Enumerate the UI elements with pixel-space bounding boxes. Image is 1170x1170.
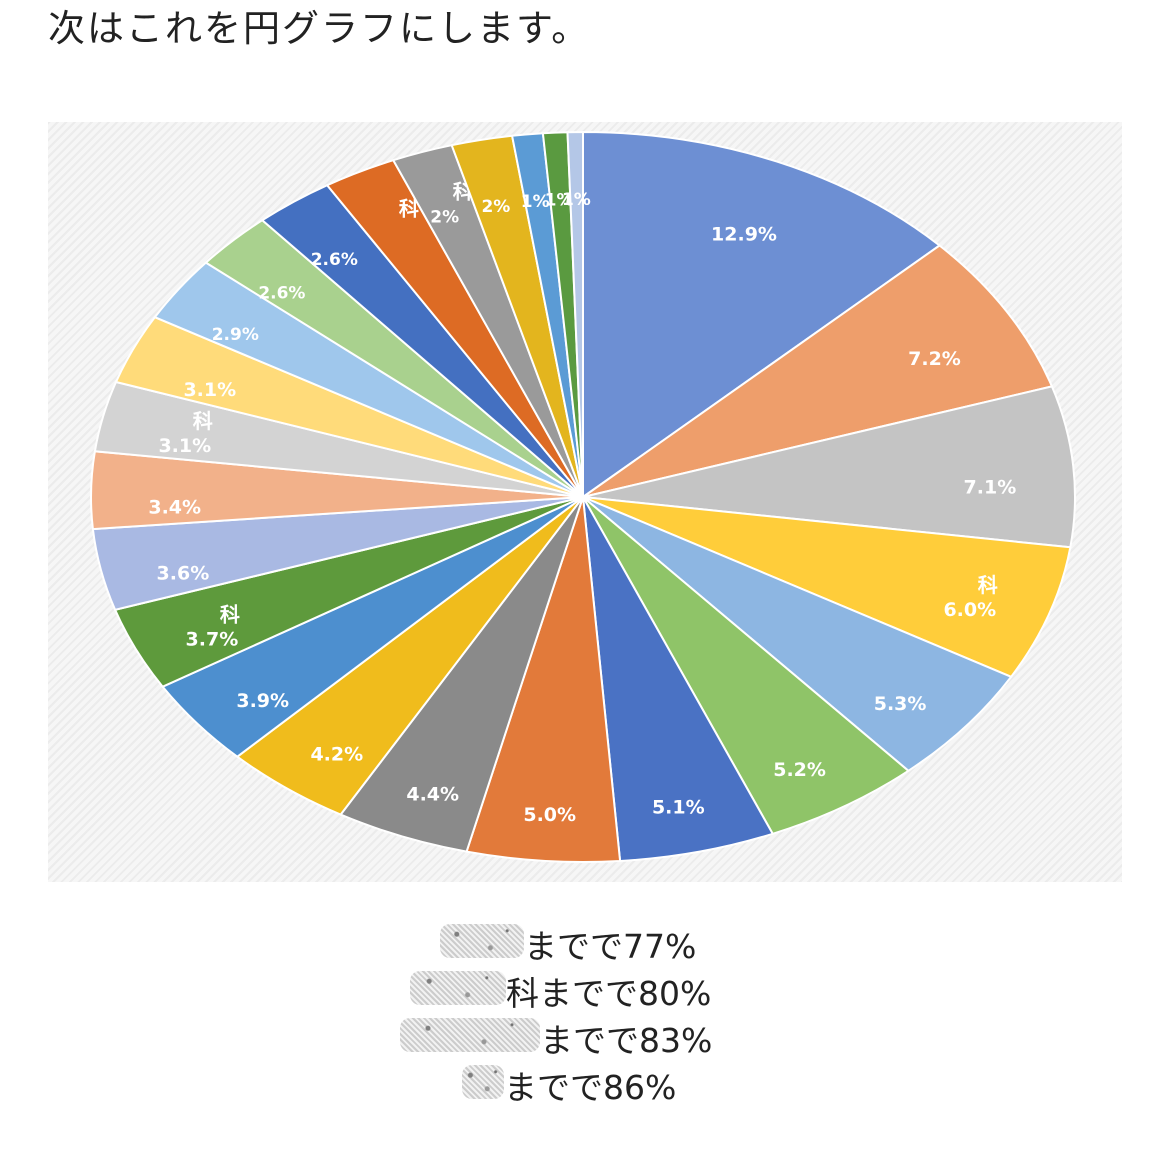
slice-value-label: 2.6% bbox=[258, 283, 305, 303]
redacted-label bbox=[400, 1018, 540, 1052]
redacted-label bbox=[462, 1065, 504, 1099]
slice-value-label: 2% bbox=[481, 197, 510, 217]
slice-value-label: 12.9% bbox=[711, 224, 777, 246]
note-line: までで77% bbox=[0, 920, 1170, 967]
slice-value-label: 2.6% bbox=[311, 250, 358, 270]
pie-slice-0 bbox=[582, 130, 942, 499]
slice-value-label: 3.9% bbox=[236, 690, 289, 712]
slice-value-label: 2% bbox=[430, 207, 459, 227]
pie-slice-2 bbox=[582, 385, 1076, 549]
slice-value-label: 5.3% bbox=[874, 693, 927, 715]
slice-value-label: 6.0% bbox=[943, 599, 996, 621]
slice-value-label: 3.1% bbox=[158, 435, 211, 457]
slice-value-label: 1% bbox=[562, 190, 591, 210]
pie-slice-5 bbox=[582, 496, 911, 835]
notes-list: までで77% 科までで80% までで83% までで86% bbox=[0, 920, 1170, 1108]
note-text: までで77% bbox=[524, 927, 697, 966]
note-text: までで86% bbox=[504, 1068, 677, 1107]
slice-value-label: 1% bbox=[545, 191, 574, 211]
pie-slice-7 bbox=[465, 496, 622, 864]
pie-slice-1 bbox=[582, 244, 1054, 498]
page-heading: 次はこれを円グラフにします。 bbox=[48, 7, 591, 50]
slice-category-label: 科 bbox=[399, 196, 419, 220]
slice-value-label: 3.6% bbox=[157, 563, 210, 585]
note-line: までで83% bbox=[0, 1014, 1170, 1061]
slice-value-label: 2.9% bbox=[212, 325, 259, 345]
slice-category-label: 科 bbox=[220, 602, 240, 626]
slice-category-label: 科 bbox=[193, 409, 213, 433]
slice-value-label: 4.2% bbox=[310, 744, 363, 766]
slice-value-label: 3.4% bbox=[148, 496, 201, 518]
slice-value-label: 5.2% bbox=[773, 759, 826, 781]
slice-value-label: 7.1% bbox=[964, 476, 1017, 498]
slice-value-label: 5.1% bbox=[652, 797, 705, 819]
slice-value-label: 7.2% bbox=[908, 348, 961, 370]
pie-slice-6 bbox=[582, 496, 775, 863]
slice-value-label: 4.4% bbox=[406, 784, 459, 806]
pie-chart-panel: 12.9% 7.2% 7.1% 6.0% 科 5.3% 5.2% 5.1% 5.0% 4.4% 4.… bbox=[48, 122, 1122, 882]
redacted-label bbox=[440, 924, 524, 958]
note-text: 科までで80% bbox=[506, 974, 712, 1013]
pie-chart: 12.9%7.2%7.1%6.0%科5.3%5.2%5.1%5.0%4.4%4.… bbox=[90, 130, 1076, 864]
note-text: までで83% bbox=[540, 1021, 713, 1060]
redacted-label bbox=[410, 971, 506, 1005]
note-line: 科までで80% bbox=[0, 967, 1170, 1014]
pie-slice-3 bbox=[582, 496, 1072, 679]
slice-value-label: 3.1% bbox=[183, 379, 236, 401]
slice-value-label: 5.0% bbox=[523, 804, 576, 826]
pie-slice-4 bbox=[582, 496, 1013, 773]
note-line: までで86% bbox=[0, 1061, 1170, 1108]
slice-value-label: 3.7% bbox=[186, 628, 239, 650]
slice-value-label: 1% bbox=[521, 192, 550, 212]
slice-category-label: 科 bbox=[978, 573, 998, 597]
pie-slice-24 bbox=[566, 130, 584, 498]
